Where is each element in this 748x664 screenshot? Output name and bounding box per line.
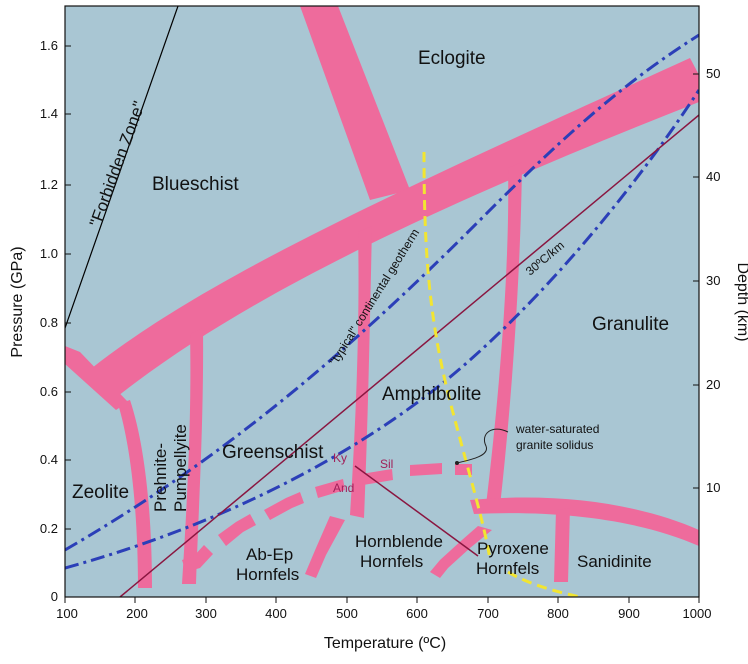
label-sil: Sil bbox=[380, 457, 393, 471]
solidus-pointer bbox=[456, 428, 509, 464]
y-axis-title-right: Depth (km) bbox=[734, 262, 748, 341]
band-lower-arc bbox=[470, 497, 699, 546]
tick-p-0.6: 0.6 bbox=[40, 384, 58, 399]
x-axis-title: Temperature (ºC) bbox=[324, 635, 446, 652]
typical-geotherm-upper bbox=[65, 33, 699, 552]
label-amphibolite: Amphibolite bbox=[382, 384, 481, 405]
tick-t-400: 400 bbox=[265, 606, 287, 621]
right-axis bbox=[693, 73, 699, 489]
tick-d-30: 30 bbox=[706, 273, 720, 288]
facies-boundaries bbox=[65, 6, 699, 588]
tick-p-1.2: 1.2 bbox=[40, 177, 58, 192]
band-zeolite-top bbox=[65, 346, 128, 410]
geotherm-30-line bbox=[119, 114, 699, 597]
tick-t-500: 500 bbox=[336, 606, 358, 621]
granite-solidus bbox=[422, 151, 492, 561]
tick-t-300: 300 bbox=[195, 606, 217, 621]
label-zeolite: Zeolite bbox=[72, 482, 129, 503]
right-axis-labels: 10 20 30 40 50 bbox=[706, 66, 720, 495]
bottom-axis bbox=[64, 597, 700, 603]
bottom-axis-labels: 100 200 300 400 500 600 700 800 900 1000 bbox=[56, 606, 711, 621]
label-abep-2: Hornfels bbox=[236, 565, 299, 584]
band-greenschist-amphibolite-main bbox=[92, 58, 699, 396]
band-hornfels-dashed bbox=[182, 463, 492, 578]
tick-d-40: 40 bbox=[706, 169, 720, 184]
tick-t-600: 600 bbox=[406, 606, 428, 621]
band-prehnite-greenschist bbox=[182, 328, 204, 584]
label-hornblende-1: Hornblende bbox=[355, 532, 443, 551]
tick-p-1.0: 1.0 bbox=[40, 246, 58, 261]
label-ky: Ky bbox=[333, 451, 347, 465]
label-greenschist: Greenschist bbox=[222, 442, 324, 463]
label-abep-1: Ab-Ep bbox=[246, 545, 293, 564]
left-axis-labels: 0 0.2 0.4 0.6 0.8 1.0 1.2 1.4 1.6 bbox=[40, 38, 58, 604]
label-sanidinite: Sanidinite bbox=[577, 552, 652, 571]
tick-p-1.6: 1.6 bbox=[40, 38, 58, 53]
label-solidus-2: granite solidus bbox=[516, 438, 593, 452]
tick-d-20: 20 bbox=[706, 377, 720, 392]
tick-t-1000: 1000 bbox=[683, 606, 712, 621]
band-zeolite-prehnite bbox=[118, 400, 152, 588]
tick-t-100: 100 bbox=[56, 606, 78, 621]
forbidden-zone-line bbox=[65, 6, 179, 329]
granite-solidus-low bbox=[507, 570, 581, 597]
tick-p-0.4: 0.4 bbox=[40, 452, 58, 467]
tick-d-50: 50 bbox=[706, 66, 720, 81]
plot-frame bbox=[64, 5, 700, 598]
tick-p-0.2: 0.2 bbox=[40, 521, 58, 536]
label-eclogite: Eclogite bbox=[418, 48, 486, 69]
label-prehnite-1: Prehnite- bbox=[151, 443, 170, 512]
tick-t-200: 200 bbox=[126, 606, 148, 621]
tick-p-1.4: 1.4 bbox=[40, 106, 58, 121]
label-solidus-1: water-saturated bbox=[515, 422, 599, 436]
label-pyroxene-1: Pyroxene bbox=[477, 539, 549, 558]
label-pyroxene-2: Hornfels bbox=[476, 559, 539, 578]
band-amphibolite-granulite bbox=[486, 162, 522, 506]
label-granulite: Granulite bbox=[592, 314, 669, 335]
y-axis-title-left: Pressure (GPa) bbox=[9, 246, 26, 357]
tick-t-900: 900 bbox=[618, 606, 640, 621]
ky-sil-line bbox=[354, 465, 479, 557]
band-sanidinite bbox=[554, 508, 570, 582]
label-and: And bbox=[333, 481, 354, 495]
solidus-pointer-dot bbox=[455, 461, 459, 465]
band-blueschist-eclogite bbox=[300, 6, 410, 200]
tick-t-700: 700 bbox=[477, 606, 499, 621]
left-axis bbox=[65, 45, 71, 598]
label-blueschist: Blueschist bbox=[152, 174, 239, 195]
label-hornblende-2: Hornfels bbox=[360, 552, 423, 571]
tick-t-800: 800 bbox=[547, 606, 569, 621]
tick-p-0.8: 0.8 bbox=[40, 315, 58, 330]
tick-p-0: 0 bbox=[51, 589, 58, 604]
label-prehnite-2: Pumpellyite bbox=[171, 424, 190, 512]
tick-d-10: 10 bbox=[706, 480, 720, 495]
